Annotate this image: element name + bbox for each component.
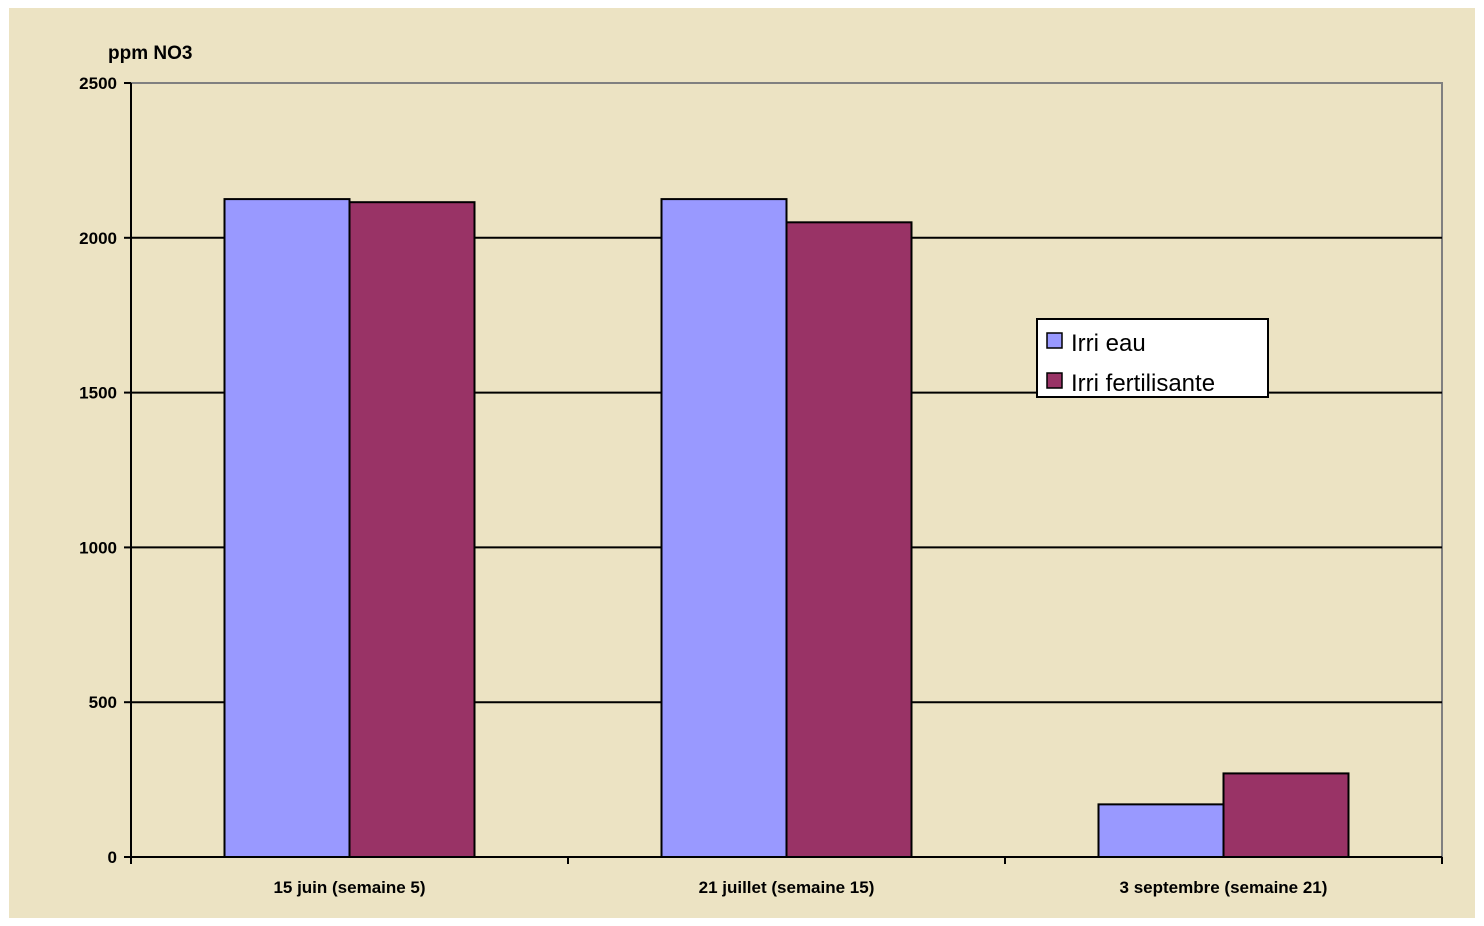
x-axis-ticks: 15 juin (semaine 5) 21 juillet (semaine 1… <box>130 857 1443 897</box>
y-tick-label-500: 500 <box>89 693 117 712</box>
y-tick-label-2500: 2500 <box>79 74 117 93</box>
x-tick-label-1: 15 juin (semaine 5) <box>273 878 425 897</box>
bar-2-2 <box>785 221 913 858</box>
bar-1-3 <box>1097 803 1225 858</box>
bar-2-1 <box>348 201 476 859</box>
legend-label-irri-eau: Irri eau <box>1071 330 1146 357</box>
legend-box <box>1036 318 1269 398</box>
bar-1-1 <box>223 198 351 859</box>
y-tick-label-1000: 1000 <box>79 538 117 557</box>
x-tick-label-2: 21 juillet (semaine 15) <box>699 878 875 897</box>
x-tick-label-3: 3 septembre (semaine 21) <box>1120 878 1328 897</box>
y-axis-label: ppm NO3 <box>108 43 192 64</box>
legend-swatch-irri-eau <box>1046 332 1063 349</box>
y-tick-label-2000: 2000 <box>79 229 117 248</box>
y-tick-label-0: 0 <box>108 848 117 867</box>
legend: Irri eau Irri fertilisante <box>1036 318 1269 398</box>
legend-swatch-irri-fertilisante <box>1046 372 1063 389</box>
bars <box>223 198 1350 859</box>
y-axis-ticks: 0 500 1000 1500 2000 2500 <box>79 74 131 867</box>
y-tick-label-1500: 1500 <box>79 384 117 403</box>
bar-2-3 <box>1222 772 1350 859</box>
bar-1-2 <box>660 198 788 859</box>
legend-label-irri-fertilisante: Irri fertilisante <box>1071 370 1215 397</box>
